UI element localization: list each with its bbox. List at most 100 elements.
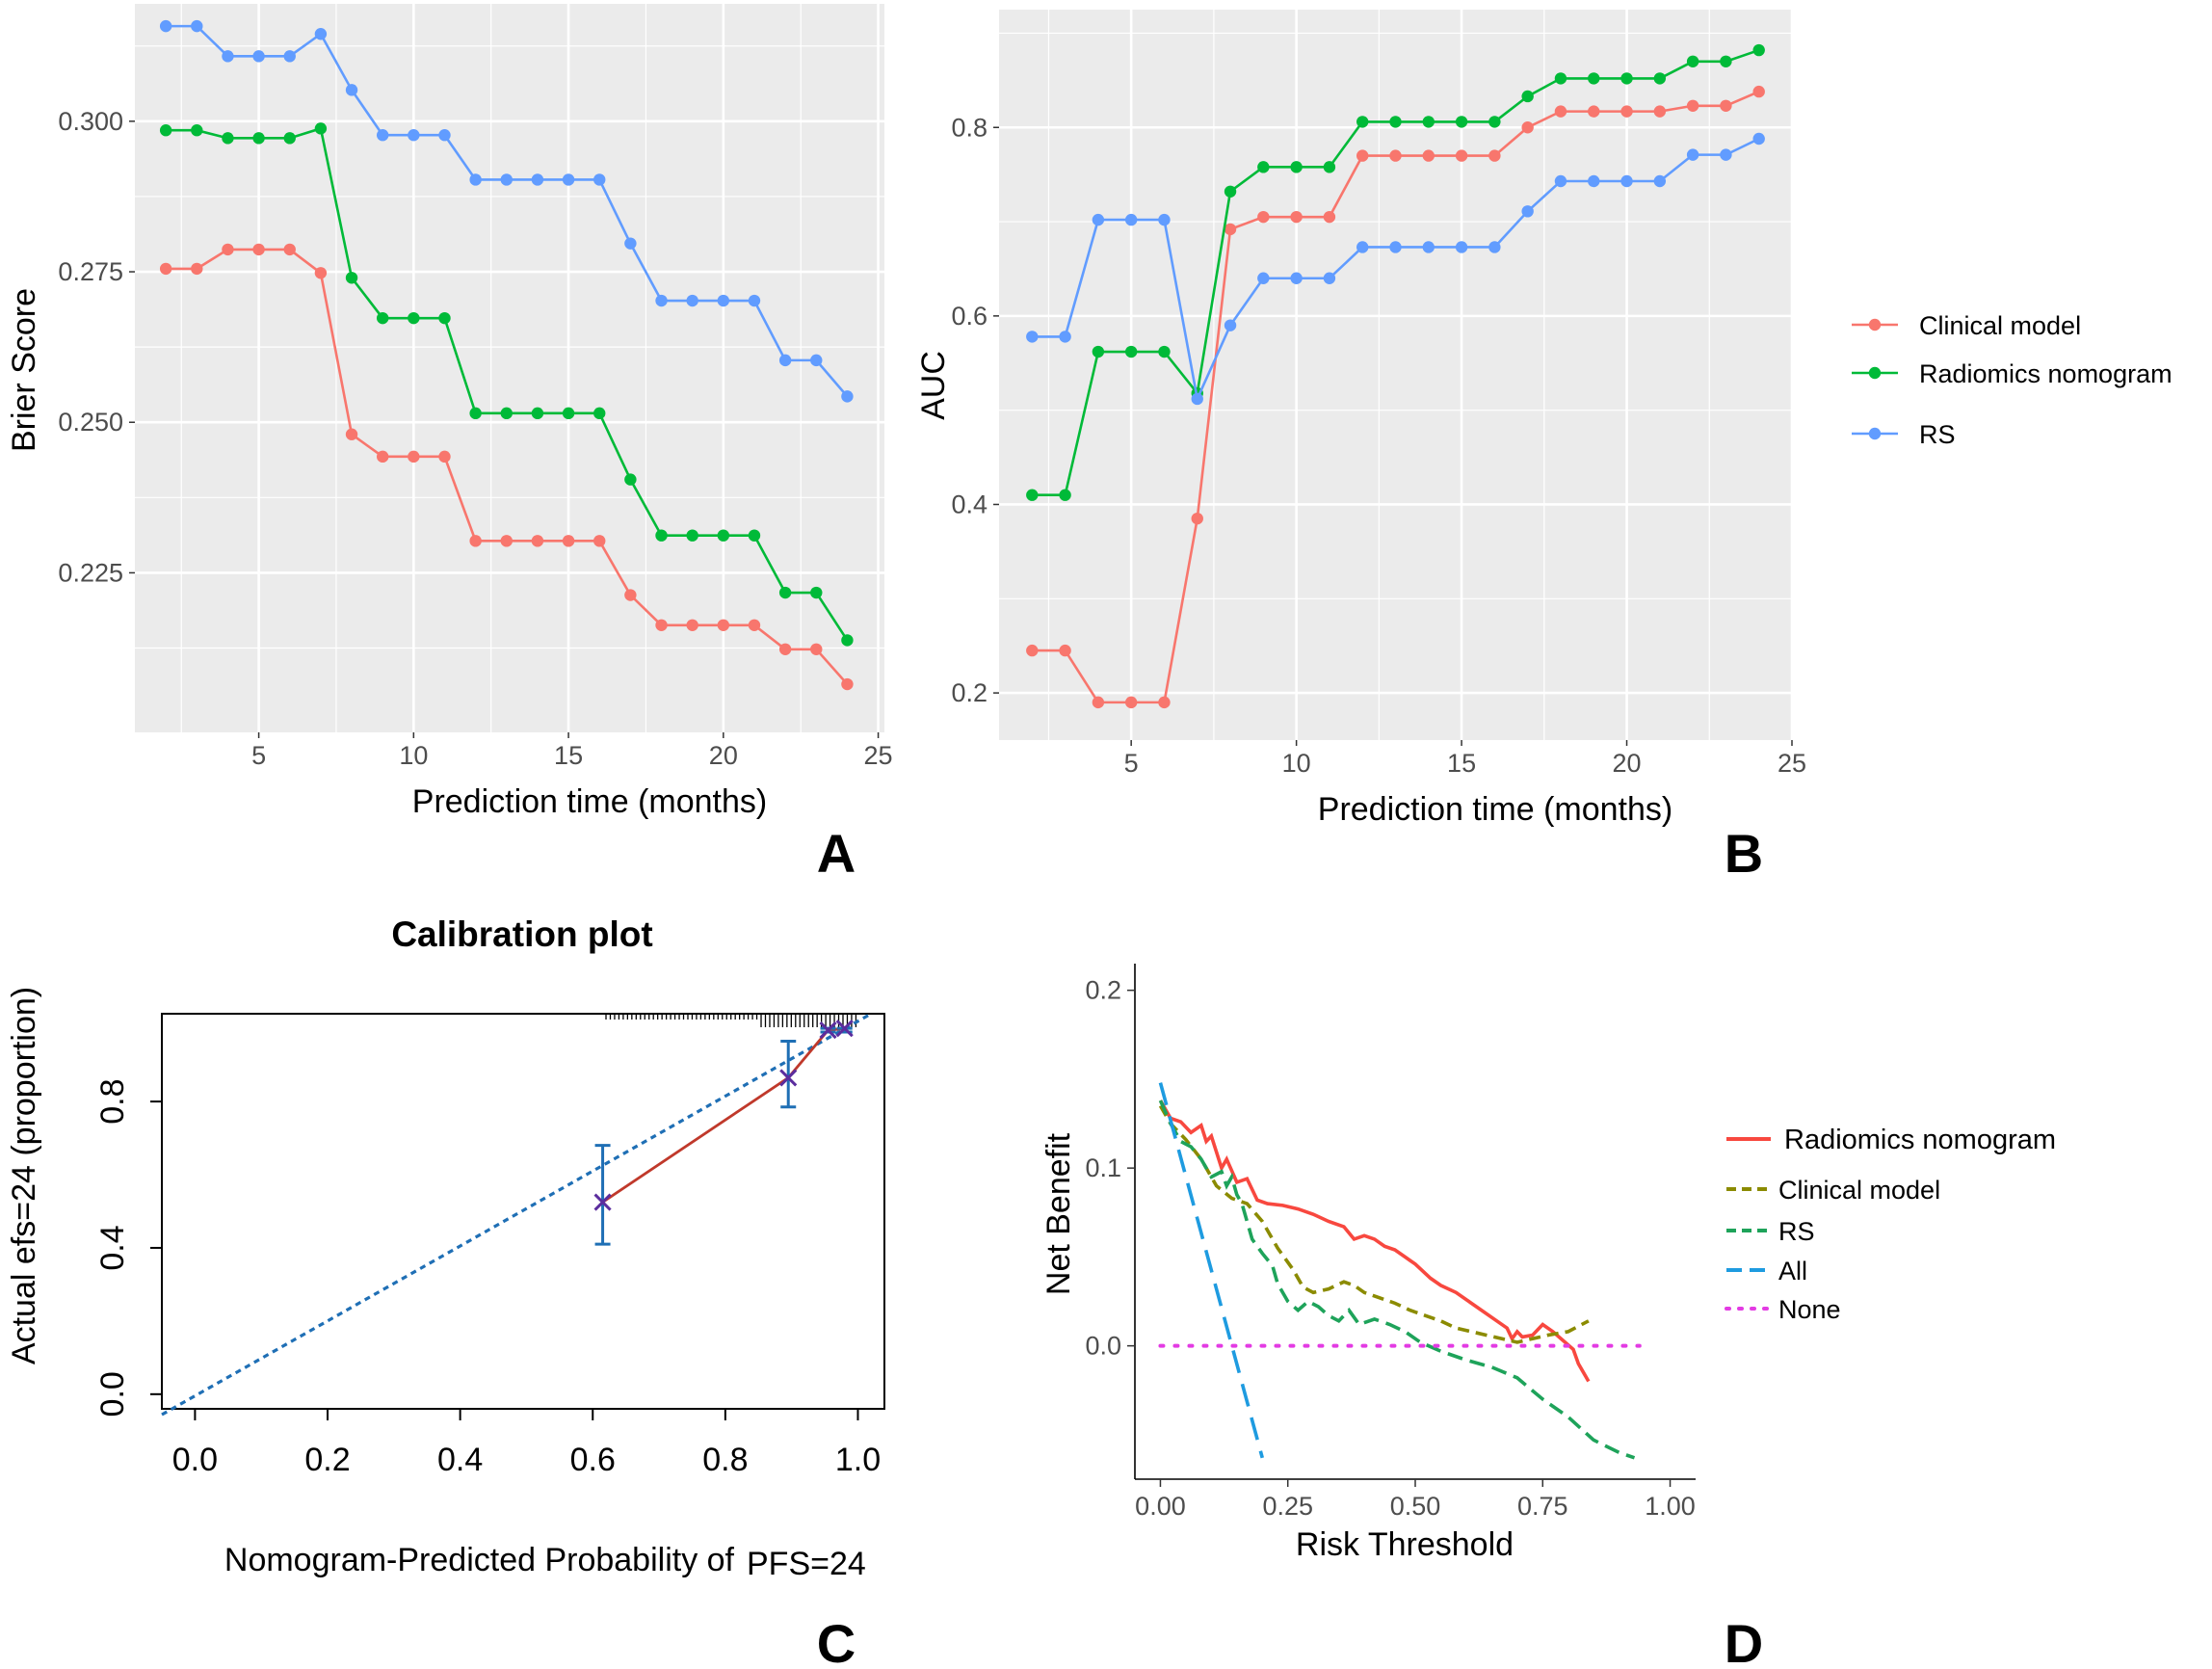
x-tick-label: 10 (399, 741, 428, 770)
panel-b-ticks: 5 10 15 20 25 0.2 0.4 0.6 0.8 (951, 113, 1806, 778)
data-point-rs (159, 19, 172, 33)
legend-label-rs: RS (1919, 420, 1956, 449)
y-tick-label: 0.4 (951, 490, 988, 518)
data-point-rs (1290, 272, 1303, 284)
data-point-clinical-model (1257, 210, 1270, 224)
data-point-rs (1554, 174, 1567, 188)
data-point-radiomics-nomogram (1488, 116, 1501, 128)
ideal-diagonal-line (161, 1012, 873, 1417)
data-point-rs (1620, 174, 1633, 188)
data-point-rs (1488, 241, 1501, 253)
data-point-clinical-model (1356, 149, 1369, 162)
data-point-clinical-model (252, 243, 265, 256)
panel-a-letter: A (817, 823, 856, 884)
data-point-radiomics-nomogram (345, 272, 358, 284)
panel-a-ticks: 5 10 15 20 25 0.225 0.250 0.275 0.300 (58, 107, 892, 770)
data-point-radiomics-nomogram (1092, 345, 1105, 358)
y-tick-label: 0.2 (1085, 976, 1121, 1005)
data-point-rs (376, 129, 389, 142)
data-point-clinical-model (593, 535, 606, 547)
data-point-radiomics-nomogram (1620, 72, 1633, 85)
data-point-radiomics-nomogram (469, 407, 482, 420)
panel-a-y-axis-label: Brier Score (6, 288, 42, 452)
x-tick-label: 0.4 (437, 1442, 483, 1478)
data-point-clinical-model (655, 619, 668, 631)
legend-key-point-radiomics-nomogram (1868, 366, 1882, 380)
data-point-radiomics-nomogram (1554, 72, 1567, 85)
data-point-rs (624, 237, 637, 250)
y-tick-label: 0.0 (94, 1371, 131, 1417)
data-point-rs (841, 390, 854, 403)
data-point-clinical-model (408, 450, 420, 464)
calibration-point-marker (819, 1021, 837, 1040)
data-point-clinical-model (1752, 85, 1765, 98)
data-point-clinical-model (1224, 223, 1237, 236)
x-tick-label: 15 (1447, 749, 1476, 778)
x-tick-label: 25 (1778, 749, 1806, 778)
data-point-clinical-model (1588, 105, 1600, 118)
panel-a-x-axis-label: Prediction time (months) (412, 783, 767, 820)
y-tick-label: 0.0 (1085, 1332, 1121, 1361)
data-point-clinical-model (1092, 696, 1105, 709)
data-point-radiomics-nomogram (562, 407, 575, 420)
data-point-rs (1521, 205, 1534, 218)
data-point-clinical-model (438, 450, 451, 464)
data-point-radiomics-nomogram (778, 586, 792, 599)
data-point-rs (1323, 272, 1336, 284)
panel-b-x-axis-label: Prediction time (months) (1318, 791, 1672, 828)
data-point-rs (408, 129, 420, 142)
data-point-clinical-model (562, 535, 575, 547)
x-tick-label: 0.50 (1390, 1492, 1441, 1521)
panel-c-plot-box (161, 1013, 885, 1410)
data-point-clinical-model (717, 619, 730, 631)
data-point-rs (252, 50, 265, 63)
data-point-clinical-model (1389, 149, 1402, 162)
x-tick-label: 0.2 (304, 1442, 350, 1478)
data-point-clinical-model (748, 619, 761, 631)
data-point-rs (1092, 213, 1105, 226)
data-point-radiomics-nomogram (500, 407, 513, 420)
data-point-rs (717, 294, 730, 307)
data-point-radiomics-nomogram (593, 407, 606, 420)
x-tick-label: 5 (1124, 749, 1139, 778)
data-point-radiomics-nomogram (159, 124, 172, 137)
data-point-radiomics-nomogram (1686, 55, 1699, 67)
data-point-clinical-model (841, 677, 854, 691)
y-tick-label: 0.300 (58, 107, 123, 136)
panel-b-legend: Clinical model Radiomics nomogram RS (1852, 311, 2172, 449)
legend-label-all: All (1778, 1257, 1807, 1285)
curve-rs (1158, 1099, 1636, 1460)
data-point-radiomics-nomogram (1455, 116, 1468, 128)
data-point-clinical-model (345, 428, 358, 440)
data-point-rs (1588, 174, 1600, 188)
data-point-clinical-model (624, 589, 637, 601)
y-tick-label: 0.250 (58, 408, 123, 437)
panel-a-brier-chart: 5 10 15 20 25 0.225 0.250 0.275 0.300 Prediction… (6, 4, 893, 884)
x-tick-label: 0.8 (702, 1442, 748, 1478)
panel-c-x-axis-label: Nomogram-Predicted Probability of (224, 1542, 735, 1578)
data-point-radiomics-nomogram (438, 311, 451, 325)
data-point-clinical-model (1653, 105, 1667, 118)
data-point-radiomics-nomogram (1389, 116, 1402, 128)
x-tick-label: 15 (554, 741, 583, 770)
data-point-clinical-model (283, 243, 296, 256)
data-point-clinical-model (810, 643, 823, 655)
calibration-fit-line (601, 1026, 845, 1204)
panel-b-series (1026, 43, 1765, 709)
data-point-clinical-model (191, 262, 203, 276)
data-point-rs (1059, 331, 1071, 343)
panel-c-letter: C (817, 1613, 856, 1669)
legend-label-clinical-model: Clinical model (1919, 311, 2081, 340)
data-point-radiomics-nomogram (1124, 345, 1138, 358)
data-point-rs (469, 173, 482, 186)
panel-c-y-axis-label: Actual efs=24 (proportion) (6, 987, 42, 1364)
data-point-clinical-model (686, 619, 698, 631)
data-point-rs (438, 129, 451, 142)
data-point-radiomics-nomogram (222, 132, 234, 145)
data-point-clinical-model (1191, 512, 1203, 525)
data-point-radiomics-nomogram (686, 529, 698, 542)
y-tick-label: 0.8 (94, 1078, 131, 1124)
panel-c-rug-marks (605, 1014, 857, 1027)
data-point-radiomics-nomogram (408, 311, 420, 325)
panel-a-series (159, 19, 854, 691)
